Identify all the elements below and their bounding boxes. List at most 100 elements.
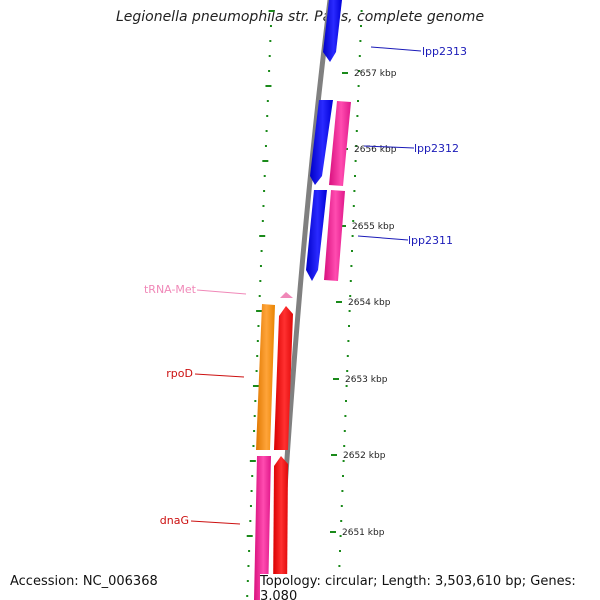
guide-dot: [253, 430, 256, 432]
guide-dot: [360, 25, 362, 27]
gene-pink-lower: [324, 190, 345, 281]
guide-dot: [349, 295, 352, 297]
guide-dot: [252, 445, 255, 447]
guide-dot: [344, 415, 347, 417]
scale-tick-label: 2655 kbp: [352, 222, 395, 232]
guide-dot: [259, 265, 262, 267]
gene-trna-met: [280, 292, 293, 298]
gene-rpod: [274, 306, 293, 450]
gene-lpp2312: [306, 190, 327, 281]
gene-lpp2314-fragment: [323, 0, 342, 62]
guide-dot: [262, 205, 265, 207]
guide-dot: [246, 595, 249, 597]
gene-pink-left: [254, 456, 271, 600]
guide-dot: [268, 70, 271, 72]
guide-dot: [256, 310, 263, 312]
guide-dot: [249, 505, 252, 507]
guide-dot: [354, 160, 357, 162]
guide-dot: [258, 295, 261, 297]
guide-dot: [259, 280, 262, 282]
guide-dot: [253, 415, 256, 417]
gene-dnag: [273, 456, 288, 600]
guide-dot: [357, 85, 360, 87]
scale-tick-label: 2652 kbp: [343, 451, 386, 461]
guide-dot: [352, 220, 355, 222]
label-lpp2312: lpp2312: [414, 142, 459, 155]
guide-dot: [340, 505, 343, 507]
guide-dot: [265, 85, 272, 87]
guide-dot: [358, 55, 361, 57]
guide-dot: [346, 355, 349, 357]
guide-dot: [250, 490, 253, 492]
guide-dot: [339, 535, 342, 537]
guide-dot: [353, 190, 356, 192]
label-lpp2311: lpp2311: [408, 234, 453, 247]
gene-lpp2313: [310, 100, 333, 185]
guide-dot: [357, 100, 359, 102]
guide-dot: [252, 385, 259, 387]
guide-dot: [256, 355, 259, 357]
label-trna-met: tRNA-Met: [144, 283, 197, 296]
guide-dot: [351, 250, 353, 252]
guide-dot: [246, 535, 253, 537]
guide-dot: [338, 565, 341, 567]
gene-orange: [256, 304, 275, 450]
guide-dot: [246, 580, 249, 582]
guide-dot: [351, 235, 354, 237]
guide-dot: [266, 115, 269, 117]
guide-dot: [263, 175, 266, 177]
scale-ticks: 2657 kbp 2656 kbp 2655 kbp 2654 kbp 2653 kbp…: [330, 69, 397, 538]
guide-dot: [348, 310, 351, 312]
guide-dot: [349, 280, 352, 282]
guide-dot: [247, 565, 250, 567]
guide-dot: [256, 340, 259, 342]
guide-dot: [263, 190, 266, 192]
scale-tick-label: 2653 kbp: [345, 375, 388, 385]
guide-dot: [260, 250, 263, 252]
guide-dot: [269, 40, 272, 42]
label-rpod: rpoD: [166, 367, 193, 380]
guide-dot: [255, 370, 258, 372]
genome-summary-label: Topology: circular; Length: 3,503,610 bp…: [260, 574, 600, 600]
guide-dot: [266, 100, 269, 102]
guide-dot: [259, 235, 266, 237]
guide-dot: [354, 175, 356, 177]
guide-dot: [269, 25, 272, 27]
guide-dot: [345, 400, 347, 402]
guide-dot: [343, 430, 346, 432]
guide-dot: [257, 325, 260, 327]
guide-dot: [355, 130, 358, 132]
guide-dot: [356, 115, 359, 117]
label-lpp2313: lpp2313: [422, 45, 467, 58]
guide-dot: [265, 130, 268, 132]
guide-dot: [343, 445, 346, 447]
gene-labels: lpp2313 lpp2312 lpp2311 tRNA-Met rpoD dn…: [144, 45, 467, 527]
scale-tick-label: 2657 kbp: [354, 69, 397, 79]
guide-dot: [251, 475, 254, 477]
guide-dot: [261, 220, 264, 222]
guide-dot: [355, 145, 358, 147]
guide-dot: [248, 550, 251, 552]
guide-dot: [262, 160, 269, 162]
guide-dot: [249, 460, 256, 462]
guide-dot: [339, 550, 341, 552]
gene-features: [254, 0, 351, 600]
guide-dot: [358, 70, 361, 72]
guide-dot: [341, 490, 344, 492]
scale-tick-label: 2651 kbp: [342, 528, 385, 538]
guide-dot: [348, 325, 350, 327]
gene-pink-upper: [329, 101, 351, 186]
accession-label: Accession: NC_006368: [10, 574, 158, 589]
map-title: Legionella pneumophila str. Paris, compl…: [115, 9, 485, 25]
guide-dot: [359, 40, 362, 42]
label-dnag: dnaG: [160, 514, 189, 527]
guide-dot: [264, 145, 267, 147]
guide-dot: [340, 520, 343, 522]
guide-dot: [268, 55, 271, 57]
guide-dot: [342, 475, 344, 477]
guide-dot: [268, 10, 275, 12]
guide-dot: [249, 520, 252, 522]
guide-dot: [342, 460, 345, 462]
